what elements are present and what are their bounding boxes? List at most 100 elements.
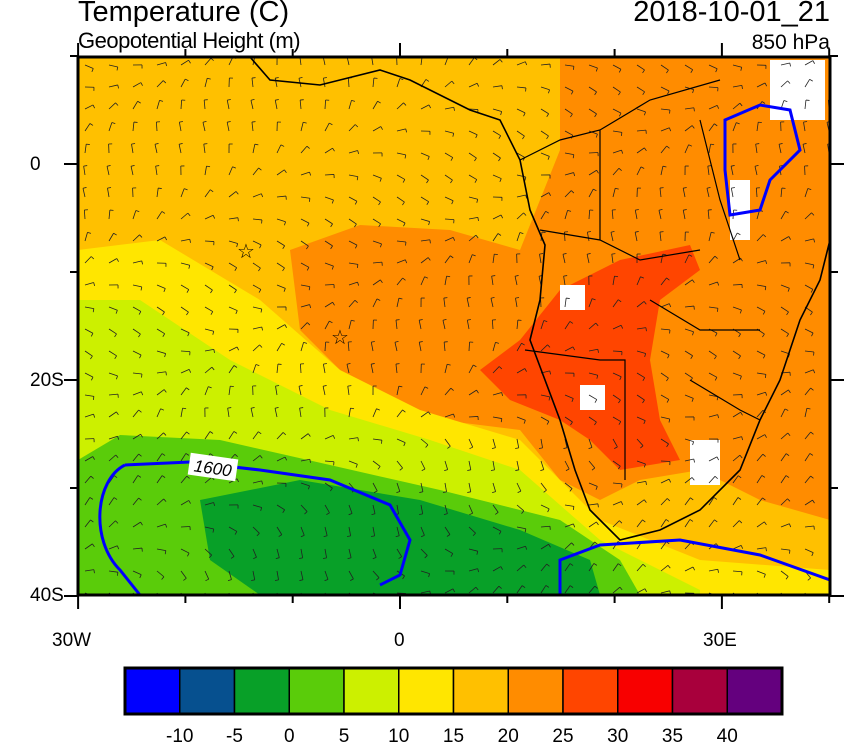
colorbar-swatch xyxy=(452,667,509,715)
wind-barb xyxy=(372,279,381,286)
wind-barb xyxy=(564,86,574,92)
wind-barb xyxy=(564,482,573,489)
wind-barb xyxy=(468,57,475,66)
wind-barb xyxy=(444,438,451,447)
wind-barb xyxy=(660,64,669,71)
wind-barb xyxy=(636,147,645,154)
wind-barb xyxy=(420,411,429,418)
wind-barb xyxy=(372,526,376,536)
wind-barb xyxy=(588,460,596,469)
wind-barb xyxy=(132,210,137,220)
wind-barb xyxy=(660,416,670,420)
wind-barb xyxy=(324,320,330,330)
wind-barb xyxy=(564,542,572,550)
wind-barb xyxy=(564,152,574,156)
wind-barb xyxy=(612,438,618,448)
wind-barb xyxy=(348,408,351,418)
wind-barb xyxy=(659,232,662,242)
wind-barb xyxy=(660,328,670,331)
wind-barb xyxy=(780,432,788,440)
wind-barb xyxy=(204,502,214,506)
wind-barb xyxy=(396,548,403,557)
wind-barb xyxy=(492,460,495,470)
wind-barb xyxy=(420,590,430,594)
wind-barb xyxy=(516,130,525,137)
wind-barb xyxy=(275,386,278,396)
wind-barb xyxy=(564,394,574,399)
wind-barb xyxy=(300,122,304,132)
wind-barb xyxy=(83,166,86,176)
wind-barb xyxy=(228,548,235,557)
wind-barb xyxy=(250,408,254,418)
wind-barb xyxy=(132,497,139,506)
colorbar-swatch xyxy=(507,667,564,715)
wind-barb xyxy=(730,188,734,198)
wind-barb xyxy=(780,80,788,88)
wind-barb xyxy=(539,254,542,264)
wind-barb xyxy=(468,548,478,552)
colorbar-swatch xyxy=(179,667,236,715)
wind-barb xyxy=(420,548,428,556)
wind-barb xyxy=(540,460,545,470)
wind-barb xyxy=(756,497,763,506)
wind-barb xyxy=(564,416,573,423)
valid-time: 2018-10-01_21 xyxy=(633,0,830,28)
wind-barb xyxy=(732,122,737,132)
wind-barb xyxy=(756,260,766,264)
wind-barb xyxy=(660,565,669,572)
wind-barb xyxy=(180,408,183,418)
wind-barb xyxy=(132,306,142,312)
wind-barb xyxy=(778,144,782,154)
wind-barb xyxy=(612,460,621,467)
wind-barb xyxy=(156,328,165,335)
wind-barb xyxy=(180,475,188,484)
wind-barb xyxy=(420,257,429,264)
colorbar-swatch xyxy=(124,667,181,715)
wind-barb xyxy=(180,212,189,220)
wind-barb xyxy=(804,60,814,66)
wind-barb xyxy=(780,211,786,220)
wind-barb xyxy=(84,350,93,357)
wind-barb xyxy=(84,543,93,550)
wind-barb xyxy=(444,276,447,286)
wind-barb xyxy=(348,174,358,177)
wind-barb xyxy=(276,456,286,462)
wind-barb xyxy=(420,438,429,446)
wind-barb xyxy=(324,482,333,489)
wind-barb xyxy=(516,152,526,158)
wind-barb xyxy=(108,328,117,335)
wind-barb xyxy=(588,482,598,487)
wind-barb xyxy=(780,62,790,66)
wind-barb xyxy=(84,232,88,242)
wind-barb xyxy=(706,188,710,198)
wind-barb xyxy=(636,108,646,113)
wind-barb xyxy=(324,526,328,536)
wind-barb xyxy=(636,301,645,308)
wind-barb xyxy=(348,240,358,246)
wind-barb xyxy=(636,416,646,421)
wind-barb xyxy=(203,100,206,110)
wind-barb xyxy=(780,389,789,396)
wind-barb xyxy=(491,319,494,330)
wind-barb xyxy=(540,543,549,550)
wind-barb xyxy=(276,526,283,535)
wind-barb xyxy=(708,306,718,309)
wind-barb xyxy=(468,460,472,470)
wind-barb xyxy=(180,453,187,462)
wind-barb xyxy=(108,545,118,550)
wind-barb xyxy=(468,438,474,448)
wind-barb xyxy=(156,498,164,506)
wind-barb xyxy=(84,256,92,264)
wind-barb xyxy=(660,478,670,484)
wind-barb xyxy=(276,284,286,289)
wind-barb xyxy=(756,234,764,242)
wind-barb xyxy=(396,102,404,110)
wind-barb xyxy=(468,568,478,572)
wind-barb xyxy=(468,152,477,159)
wind-barb xyxy=(300,570,304,580)
wind-barb xyxy=(780,408,786,418)
wind-barb xyxy=(252,144,256,154)
wind-barb xyxy=(516,585,523,594)
wind-barb xyxy=(156,80,164,88)
wind-barb xyxy=(540,63,550,66)
